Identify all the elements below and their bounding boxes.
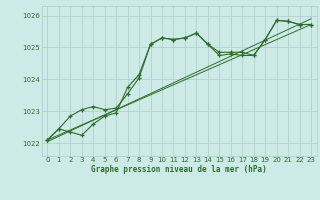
X-axis label: Graphe pression niveau de la mer (hPa): Graphe pression niveau de la mer (hPa) (91, 165, 267, 174)
